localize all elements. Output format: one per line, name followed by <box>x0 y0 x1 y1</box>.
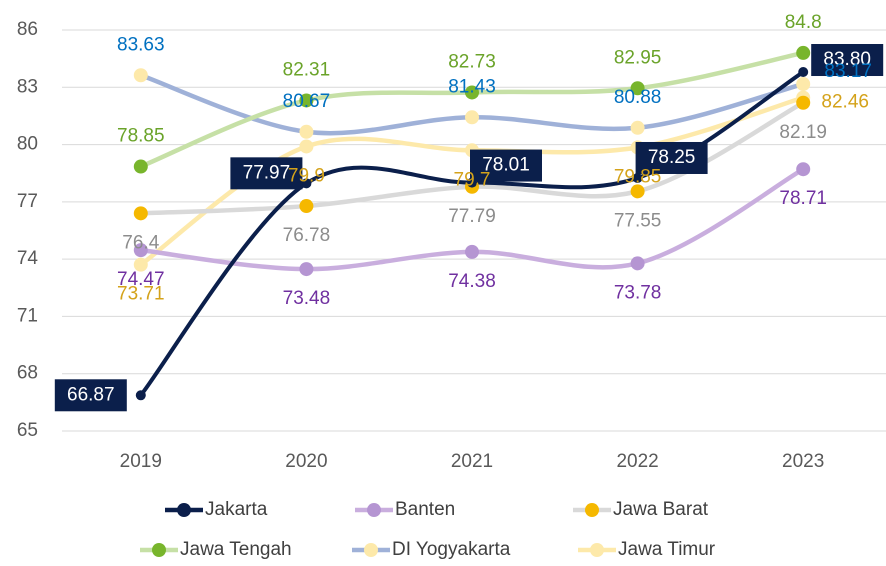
marker <box>465 244 479 259</box>
data-label: 73.48 <box>283 288 331 309</box>
marker <box>465 85 479 100</box>
label-box <box>230 157 303 190</box>
legend-label: Jakarta <box>205 499 268 520</box>
data-label: 76.4 <box>122 232 159 253</box>
data-label: 82.19 <box>779 122 827 143</box>
label-box <box>54 379 127 412</box>
marker <box>630 120 645 135</box>
y-tick-label: 86 <box>17 19 38 40</box>
data-label: 83.17 <box>824 61 872 82</box>
data-label: 79.7 <box>454 169 491 190</box>
legend-marker <box>585 503 599 517</box>
data-label: 73.71 <box>117 284 165 305</box>
marker <box>301 178 312 189</box>
marker <box>630 256 645 271</box>
data-label: 80.88 <box>614 87 662 108</box>
marker <box>798 67 809 78</box>
data-label: 83.63 <box>117 34 165 55</box>
y-tick-label: 65 <box>17 420 38 441</box>
marker <box>299 199 314 214</box>
marker <box>632 172 643 183</box>
legend-label: DI Yogyakarta <box>392 539 511 560</box>
label-box <box>811 44 884 77</box>
y-tick-label: 71 <box>17 305 38 326</box>
marker <box>796 95 811 110</box>
data-label: 83.80 <box>823 49 871 70</box>
data-label: 73.78 <box>614 282 662 303</box>
data-label: 78.85 <box>117 126 165 147</box>
x-tick-label: 2022 <box>616 451 658 472</box>
data-label: 80.67 <box>283 91 331 112</box>
data-label: 82.73 <box>448 51 496 72</box>
marker <box>133 206 148 221</box>
y-tick-label: 68 <box>17 363 38 384</box>
marker <box>133 159 148 174</box>
legend-marker <box>364 543 378 557</box>
marker <box>796 77 811 92</box>
data-label: 78.01 <box>482 155 530 176</box>
data-label: 76.78 <box>283 225 331 246</box>
data-label: 82.95 <box>614 47 662 68</box>
legend-label: Jawa Timur <box>618 539 716 560</box>
x-tick-label: 2020 <box>285 451 327 472</box>
legend-label: Banten <box>395 499 455 520</box>
label-box <box>470 149 542 182</box>
y-tick-label: 77 <box>17 191 38 212</box>
data-label: 78.71 <box>779 188 827 209</box>
marker <box>299 124 314 139</box>
data-label: 77.79 <box>448 206 496 227</box>
marker <box>135 390 146 401</box>
legend-marker <box>152 543 166 557</box>
marker <box>299 93 314 108</box>
data-label: 66.87 <box>67 384 115 405</box>
data-label: 74.38 <box>448 271 496 292</box>
legend-marker <box>590 543 604 557</box>
marker <box>299 262 314 277</box>
data-label: 79.85 <box>614 166 662 187</box>
data-label: 81.43 <box>448 76 496 97</box>
data-label: 82.46 <box>821 92 869 113</box>
marker <box>796 45 811 60</box>
x-tick-label: 2019 <box>120 451 162 472</box>
data-label: 82.31 <box>283 59 331 80</box>
x-tick-label: 2023 <box>782 451 824 472</box>
marker <box>465 110 479 125</box>
x-tick-label: 2021 <box>451 451 493 472</box>
data-label: 77.97 <box>243 162 291 183</box>
marker <box>630 81 645 96</box>
marker <box>133 243 148 258</box>
y-tick-label: 74 <box>17 248 39 269</box>
legend-marker <box>367 503 381 517</box>
legend-marker <box>177 503 191 517</box>
marker <box>796 162 811 177</box>
y-tick-label: 83 <box>17 76 38 97</box>
legend-label: Jawa Barat <box>613 499 709 520</box>
marker <box>630 184 645 199</box>
data-label: 77.55 <box>614 210 662 231</box>
legend-label: Jawa Tengah <box>180 539 292 560</box>
marker <box>133 257 148 272</box>
data-label: 78.25 <box>648 147 696 168</box>
data-label: 79.9 <box>288 165 325 186</box>
y-tick-label: 80 <box>17 134 38 155</box>
label-box <box>635 141 708 174</box>
marker <box>299 139 314 154</box>
data-label: 84.8 <box>785 12 822 33</box>
marker <box>133 68 148 83</box>
data-label: 74.47 <box>117 269 165 290</box>
